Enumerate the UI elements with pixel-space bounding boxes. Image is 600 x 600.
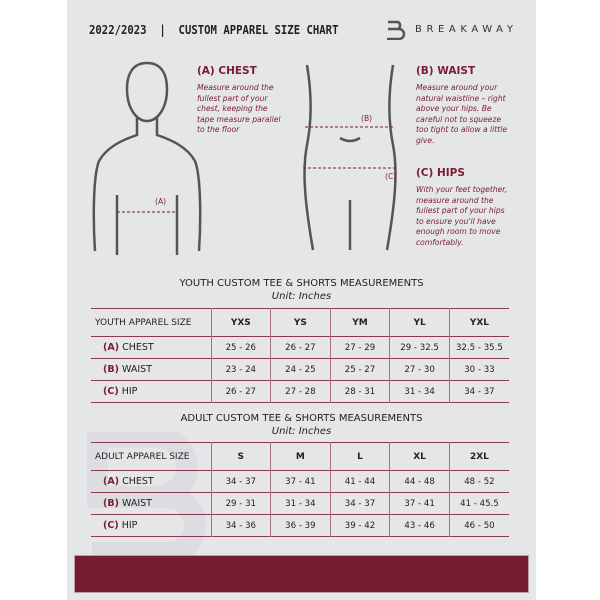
cell: 37 - 41 (270, 470, 331, 493)
cell: 37 - 41 (389, 492, 450, 515)
cell: 34 - 37 (210, 470, 271, 493)
size-header: YM (329, 308, 390, 337)
cell: 24 - 25 (270, 358, 331, 381)
waist-marker: (B) (361, 114, 373, 123)
row-name: CHEST (122, 342, 154, 353)
size-header: S (210, 442, 271, 471)
cell: 44 - 48 (389, 470, 450, 493)
breakaway-b-icon (387, 20, 406, 40)
chest-marker: (A) (155, 197, 167, 206)
row-label: (A) CHEST (91, 471, 211, 493)
table-row: (B) WAIST 23 - 24 24 - 25 25 - 27 27 - 30 30 … (91, 358, 509, 381)
adult-table-title: ADULT CUSTOM TEE & SHORTS MEASUREMENTS (180, 413, 423, 424)
table-row: (C) HIP 26 - 27 27 - 28 28 - 31 31 - 34 34 - … (91, 380, 509, 403)
row-name: WAIST (121, 498, 152, 509)
cell: 27 - 28 (270, 380, 331, 403)
cell: 28 - 31 (329, 380, 390, 403)
cell: 46 - 50 (448, 514, 509, 537)
table-row: (C) HIP 34 - 36 36 - 39 39 - 42 43 - 46 46 - … (91, 514, 509, 537)
cell: 41 - 45.5 (448, 492, 509, 515)
cell: 29 - 32.5 (389, 336, 450, 359)
brand-name: BREAKAWAY (415, 23, 518, 35)
row-name: WAIST (121, 364, 152, 375)
row-letter: (C) (103, 520, 119, 531)
waist-title: (B) WAIST (416, 65, 476, 77)
waist-description: Measure around your natural waistline – … (416, 83, 507, 145)
cell: 30 - 33 (448, 358, 509, 381)
table-header-row: ADULT APPAREL SIZE S M L XL 2XL (91, 442, 509, 471)
hips-description: With your feet together, measure around … (416, 185, 508, 247)
row-label: (B) WAIST (91, 359, 211, 381)
upper-body-illustration (92, 61, 202, 255)
cell: 36 - 39 (270, 514, 331, 537)
hips-marker: (C) (385, 172, 397, 181)
row-name: HIP (121, 520, 138, 531)
cell: 29 - 31 (210, 492, 271, 515)
cell: 25 - 27 (329, 358, 390, 381)
row-label: (B) WAIST (91, 493, 211, 515)
page-title: 2022/2023 | CUSTOM APPAREL SIZE CHART (89, 22, 339, 37)
size-header: YXS (210, 308, 271, 337)
size-header: YL (389, 308, 450, 337)
cell: 41 - 44 (329, 470, 390, 493)
youth-unit: Unit: Inches (271, 291, 332, 302)
hips-title: (C) HIPS (416, 167, 465, 179)
cell: 34 - 37 (329, 492, 390, 515)
cell: 31 - 34 (389, 380, 450, 403)
size-header: YS (270, 308, 331, 337)
adult-unit: Unit: Inches (271, 426, 332, 437)
size-header: YXL (448, 308, 509, 337)
cell: 26 - 27 (270, 336, 331, 359)
row-letter: (C) (103, 386, 119, 397)
cell: 27 - 29 (329, 336, 390, 359)
watermark-logo (87, 432, 206, 557)
row-letter: (A) (103, 476, 120, 487)
lower-body-illustration (303, 64, 397, 251)
cell: 31 - 34 (270, 492, 331, 515)
column-header: YOUTH APPAREL SIZE (95, 317, 192, 328)
footer-bar (74, 555, 529, 593)
row-letter: (A) (103, 342, 120, 353)
table-row: (A) CHEST 34 - 37 37 - 41 41 - 44 44 - 48 48 … (91, 470, 509, 493)
adult-size-table: ADULT APPAREL SIZE S M L XL 2XL (A) CHES… (91, 442, 509, 537)
size-header: XL (389, 442, 450, 471)
row-label: (A) CHEST (91, 337, 211, 359)
cell: 43 - 46 (389, 514, 450, 537)
cell: 32.5 - 35.5 (448, 336, 509, 359)
chest-description: Measure around the fullest part of your … (197, 83, 281, 134)
cell: 34 - 36 (210, 514, 271, 537)
table-row: (B) WAIST 29 - 31 31 - 34 34 - 37 37 - 41 41 … (91, 492, 509, 515)
size-chart-page: 2022/2023 | CUSTOM APPAREL SIZE CHART BR… (67, 0, 536, 600)
cell: 23 - 24 (210, 358, 271, 381)
row-letter: (B) (103, 498, 119, 509)
size-header: M (270, 442, 331, 471)
table-header-row: YOUTH APPAREL SIZE YXS YS YM YL YXL (91, 308, 509, 337)
cell: 27 - 30 (389, 358, 450, 381)
row-letter: (B) (103, 364, 119, 375)
cell: 26 - 27 (210, 380, 271, 403)
row-name: CHEST (122, 476, 154, 487)
cell: 48 - 52 (448, 470, 509, 493)
chest-title: (A) CHEST (197, 65, 257, 77)
youth-table-title: YOUTH CUSTOM TEE & SHORTS MEASUREMENTS (179, 278, 424, 289)
row-name: HIP (121, 386, 138, 397)
column-header: ADULT APPAREL SIZE (95, 451, 190, 462)
cell: 39 - 42 (329, 514, 390, 537)
size-header: L (329, 442, 390, 471)
cell: 25 - 26 (210, 336, 271, 359)
row-label: (C) HIP (91, 381, 211, 403)
size-header: 2XL (448, 442, 509, 471)
table-row: (A) CHEST 25 - 26 26 - 27 27 - 29 29 - 32.5 3… (91, 336, 509, 359)
youth-size-table: YOUTH APPAREL SIZE YXS YS YM YL YXL (A) … (91, 308, 509, 403)
cell: 34 - 37 (448, 380, 509, 403)
row-label: (C) HIP (91, 515, 211, 537)
brand-logo: BREAKAWAY (385, 18, 518, 40)
